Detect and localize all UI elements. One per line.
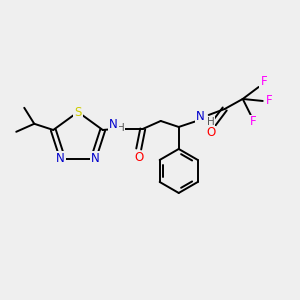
Text: N: N — [56, 152, 65, 164]
Text: F: F — [266, 94, 272, 107]
Text: N: N — [110, 118, 118, 131]
Text: F: F — [260, 76, 267, 88]
Text: H: H — [117, 123, 124, 133]
Text: N: N — [91, 152, 100, 164]
Text: O: O — [134, 152, 143, 164]
Text: S: S — [74, 106, 82, 118]
Text: O: O — [206, 127, 215, 140]
Text: N: N — [196, 110, 205, 124]
Text: H: H — [207, 117, 214, 127]
Text: F: F — [249, 116, 256, 128]
